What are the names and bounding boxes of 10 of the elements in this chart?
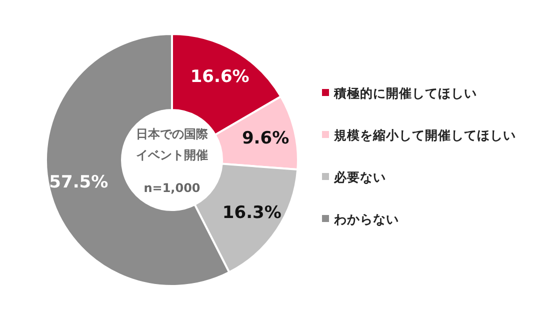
legend-label: 積極的に開催してほしい (333, 86, 477, 100)
legend-label: 必要ない (333, 170, 386, 184)
text: 日本での国際イベント開催 (136, 127, 209, 162)
data-label: 16.6% (190, 66, 250, 87)
legend-label: わからない (333, 212, 399, 226)
data-label: 9.6% (242, 128, 290, 148)
text: n=1,000 (144, 181, 200, 195)
data-label: 57.5% (49, 172, 108, 192)
legend-label: 規模を縮小して開催してほしい (333, 128, 516, 142)
data-label: 16.3% (222, 203, 282, 224)
